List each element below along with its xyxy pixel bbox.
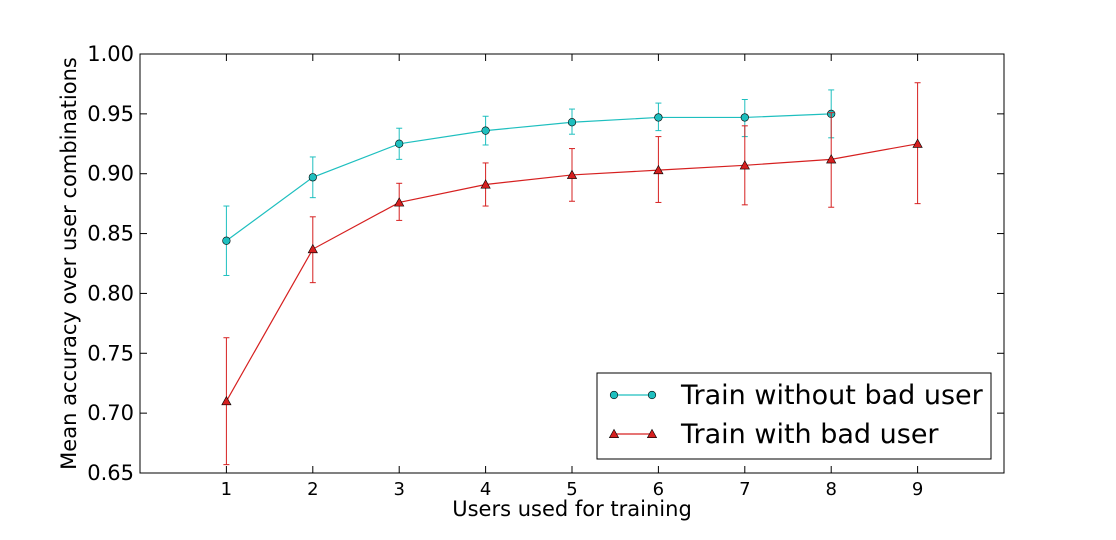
data-point <box>653 164 664 175</box>
data-point <box>567 118 577 127</box>
x-tick-label: 7 <box>739 479 750 500</box>
y-tick-label: 0.75 <box>87 341 134 365</box>
y-axis-label: Mean accuracy over user combinations <box>57 57 81 470</box>
x-tick-label: 6 <box>653 479 664 500</box>
y-tick-label: 0.70 <box>87 401 134 425</box>
legend-label: Train without bad user <box>680 380 984 411</box>
y-tick-label: 0.65 <box>87 461 134 485</box>
data-point <box>566 169 578 179</box>
y-tick-label: 0.80 <box>87 281 134 305</box>
x-tick-label: 1 <box>221 479 232 500</box>
x-tick-label: 4 <box>480 479 491 500</box>
data-point <box>480 179 491 189</box>
series-layer <box>221 82 923 466</box>
y-axis: 0.65 0.70 0.75 0.80 0.85 0.90 0.95 1.00 <box>87 42 1004 485</box>
legend-marker <box>646 428 658 438</box>
data-point <box>740 113 749 122</box>
x-tick-label: 2 <box>307 479 318 500</box>
data-point <box>739 160 750 170</box>
legend-marker <box>609 390 619 400</box>
data-point <box>221 395 232 406</box>
data-point <box>308 173 317 182</box>
series-2 <box>221 82 923 466</box>
legend-item: Train without bad user <box>609 380 984 411</box>
legend-item: Train with bad user <box>608 419 939 450</box>
legend-marker <box>608 428 620 438</box>
x-tick-label: 5 <box>566 479 577 500</box>
x-axis-label: Users used for training <box>452 497 692 521</box>
legend-marker <box>647 390 657 400</box>
y-tick-label: 0.95 <box>87 102 134 126</box>
data-point <box>222 236 231 245</box>
x-tick-label: 3 <box>393 479 404 500</box>
x-axis: 1 2 3 4 5 6 7 8 9 <box>221 54 923 500</box>
y-tick-label: 0.85 <box>87 222 134 246</box>
data-point <box>481 126 490 135</box>
legend-box <box>596 372 992 460</box>
legend-label: Train with bad user <box>680 419 939 450</box>
legend: Train without bad user Train with bad use… <box>596 372 992 460</box>
x-tick-label: 9 <box>912 479 923 500</box>
data-point <box>307 243 318 254</box>
data-point <box>395 139 404 148</box>
data-point <box>654 113 663 122</box>
y-tick-label: 1.00 <box>87 42 134 66</box>
data-point <box>912 138 923 148</box>
series-line <box>226 113 832 242</box>
data-point <box>394 197 405 207</box>
y-tick-label: 0.90 <box>87 162 134 186</box>
data-point <box>826 154 837 164</box>
x-tick-label: 8 <box>825 479 836 500</box>
